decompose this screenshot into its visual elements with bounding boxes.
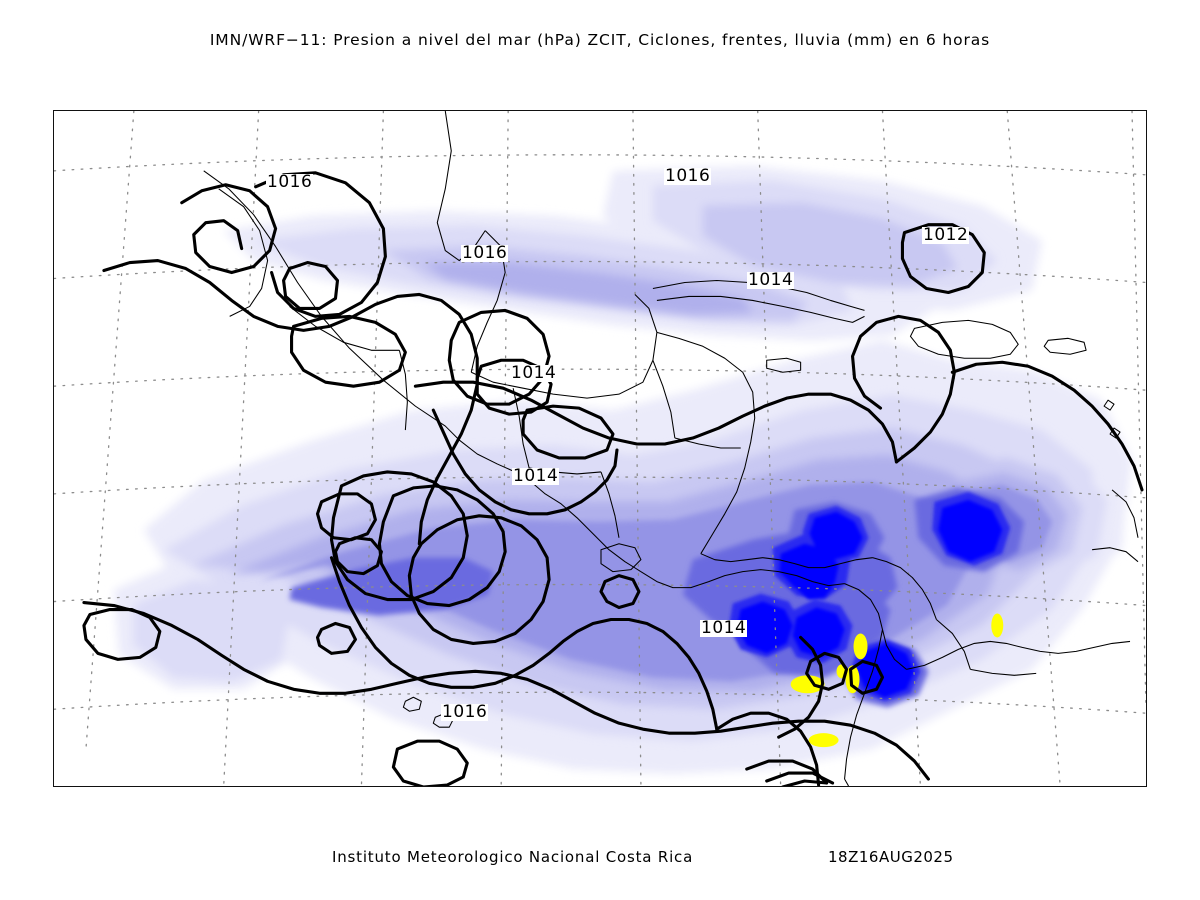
footer-timestamp-label: 18Z16AUG2025 <box>828 848 954 866</box>
footer-institute-label: Instituto Meteorologico Nacional Costa R… <box>332 848 694 866</box>
isobar-label-1014-d: 1014 <box>700 618 748 638</box>
page-title: IMN/WRF−11: Presion a nivel del mar (hPa… <box>209 31 991 49</box>
weather-map-canvas <box>54 111 1146 786</box>
isobar-label-1016-b: 1016 <box>664 166 712 186</box>
isobar-contours-layer <box>82 171 1144 786</box>
map-panel[interactable]: 1016 1016 1016 1012 1014 1014 1014 1014 … <box>53 110 1147 787</box>
isobar-label-1016-c: 1016 <box>461 243 509 263</box>
isobar-label-1014-a: 1014 <box>747 270 795 290</box>
lat-lon-gridlines <box>54 111 1146 786</box>
isobar-label-1014-c: 1014 <box>512 466 560 486</box>
isobar-label-1016-d: 1016 <box>441 702 489 722</box>
isobar-label-1014-b: 1014 <box>510 363 558 383</box>
isobar-label-1016-a: 1016 <box>266 172 314 192</box>
precip-layer-level8 <box>736 499 1003 698</box>
isobar-label-1012: 1012 <box>922 225 970 245</box>
